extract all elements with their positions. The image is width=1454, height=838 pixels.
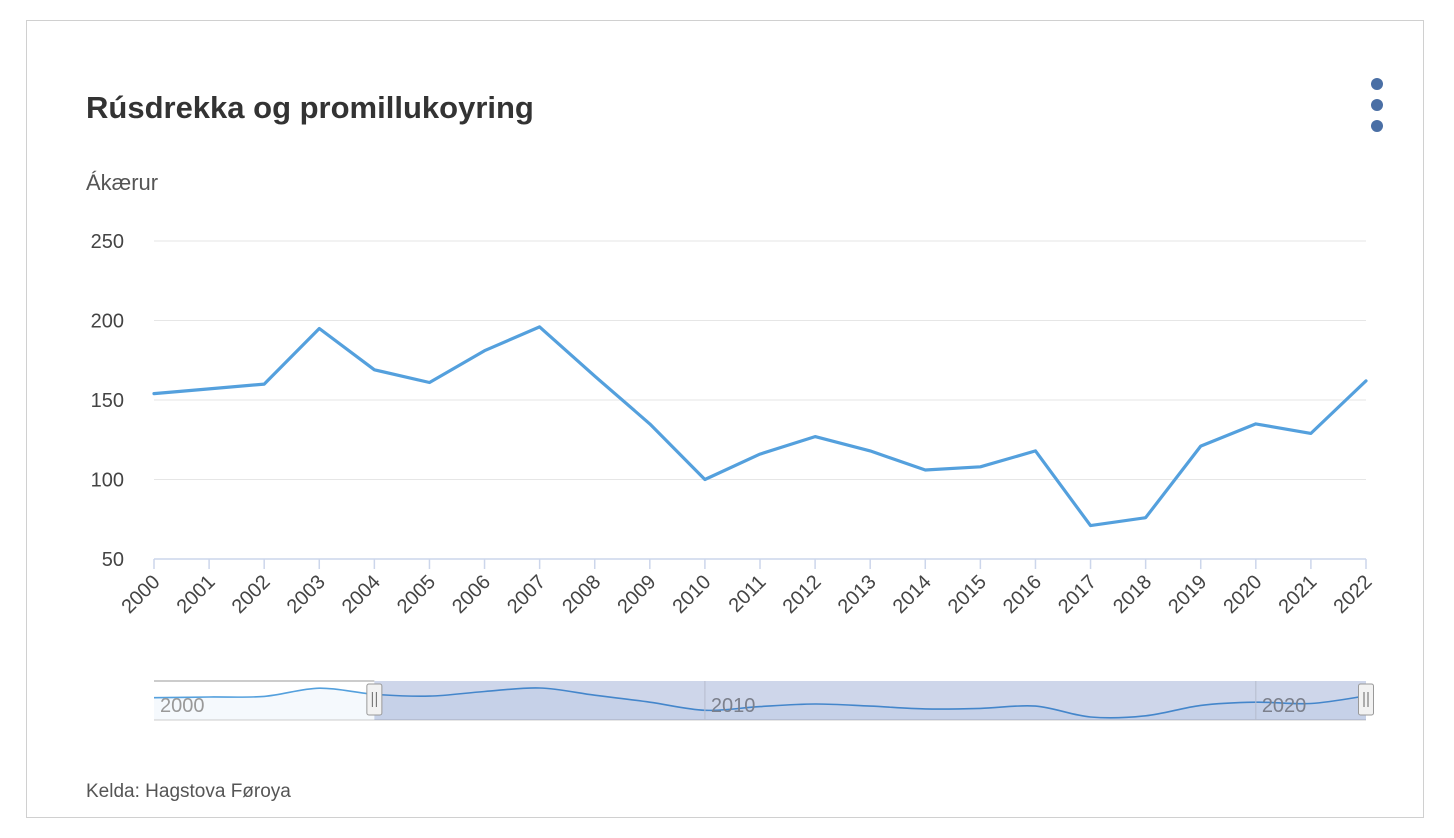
- navigator-label: 2000: [160, 695, 205, 717]
- navigator-handle-left[interactable]: [366, 683, 383, 716]
- x-tick-label: 2015: [944, 571, 991, 618]
- x-tick-label: 2001: [173, 571, 220, 618]
- x-tick-label: 2011: [725, 571, 771, 617]
- kebab-menu-icon: [1371, 99, 1383, 111]
- x-tick-label: 2017: [1054, 571, 1101, 618]
- series-layer: [152, 325, 1368, 528]
- kebab-menu-icon: [1371, 78, 1383, 90]
- x-tick-label: 2010: [668, 571, 715, 618]
- y-axis-ticks: 50 100 150 200 250: [91, 231, 124, 571]
- y-tick-label: 150: [91, 390, 124, 412]
- x-tick-label: 2016: [999, 571, 1046, 618]
- x-tick-label: 2014: [889, 571, 936, 618]
- x-tick-label: 2003: [283, 571, 330, 618]
- x-tick-label: 2005: [393, 571, 440, 618]
- grid-lines: [154, 240, 1366, 480]
- x-tick-label: 2022: [1330, 571, 1377, 618]
- x-axis: 2000 2001 2002 2003 2004 2005 2006 2007 2008 2009…: [118, 558, 1377, 618]
- x-tick-label: 2008: [558, 571, 605, 618]
- source-credit: Kelda: Hagstova Føroya: [86, 781, 291, 802]
- y-tick-label: 250: [91, 231, 124, 253]
- y-axis-label: Ákærur: [86, 170, 159, 195]
- x-tick-label: 2009: [613, 571, 660, 618]
- chart-menu-button[interactable]: [1362, 72, 1392, 136]
- x-tick-label: 2013: [834, 571, 881, 618]
- x-tick-label: 2000: [118, 571, 165, 618]
- handle-grip-icon: [366, 683, 383, 716]
- kebab-menu-icon: [1371, 120, 1383, 132]
- y-tick-label: 50: [102, 549, 124, 571]
- x-tick-label: 2019: [1164, 571, 1211, 618]
- x-tick-label: 2021: [1274, 571, 1321, 618]
- chart-title: Rúsdrekka og promillukoyring: [86, 90, 534, 125]
- x-tick-label: 2020: [1219, 571, 1266, 618]
- x-tick-label: 2002: [228, 571, 275, 618]
- range-navigator[interactable]: 200020102020: [153, 680, 1374, 721]
- series-line: [152, 325, 1368, 528]
- x-tick-label: 2012: [779, 571, 826, 618]
- navigator-selected-range[interactable]: [374, 681, 1366, 720]
- handle-grip-icon: [1358, 683, 1374, 716]
- x-tick-label: 2018: [1109, 571, 1156, 618]
- x-tick-label: 2007: [503, 571, 550, 618]
- x-tick-label: 2004: [338, 571, 385, 618]
- x-tick-label: 2006: [448, 571, 495, 618]
- navigator-handle-right[interactable]: [1358, 683, 1374, 716]
- y-tick-label: 200: [91, 311, 124, 333]
- y-tick-label: 100: [91, 470, 124, 492]
